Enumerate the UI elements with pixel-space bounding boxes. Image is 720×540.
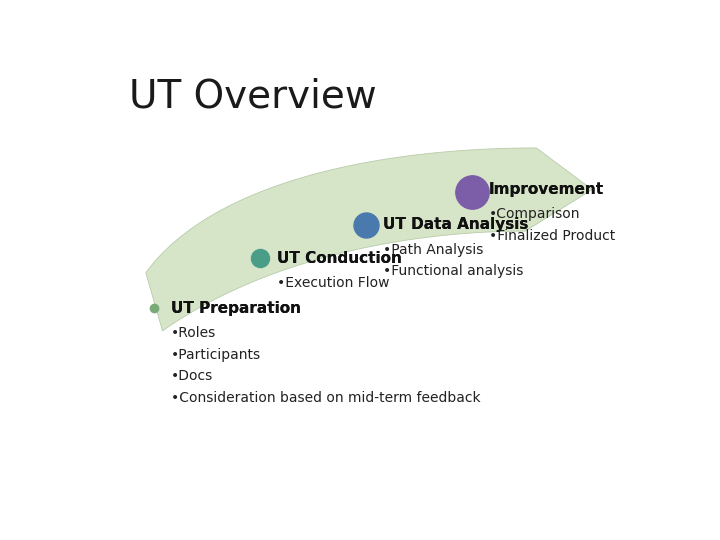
- Text: •Functional analysis: •Functional analysis: [383, 265, 523, 279]
- Text: UT Conduction: UT Conduction: [277, 251, 402, 266]
- Text: •Execution Flow: •Execution Flow: [277, 276, 390, 290]
- Text: UT Preparation: UT Preparation: [171, 301, 301, 315]
- Text: •Participants: •Participants: [171, 348, 261, 362]
- Text: Improvement: Improvement: [489, 182, 604, 197]
- Text: UT Data Analysis: UT Data Analysis: [383, 218, 528, 232]
- Text: •Docs: •Docs: [171, 369, 213, 383]
- Text: Improvement: Improvement: [489, 182, 604, 197]
- Text: •Consideration based on mid-term feedback: •Consideration based on mid-term feedbac…: [171, 391, 480, 405]
- Text: UT Preparation: UT Preparation: [171, 301, 301, 315]
- Text: UT Conduction: UT Conduction: [277, 251, 402, 266]
- Text: •Comparison: •Comparison: [489, 207, 580, 221]
- Text: •Path Analysis: •Path Analysis: [383, 243, 483, 257]
- Text: UT Overview: UT Overview: [129, 77, 377, 115]
- Text: •Finalized Product: •Finalized Product: [489, 229, 615, 243]
- Text: •Roles: •Roles: [171, 326, 216, 340]
- Polygon shape: [145, 148, 593, 331]
- Text: UT Data Analysis: UT Data Analysis: [383, 218, 528, 232]
